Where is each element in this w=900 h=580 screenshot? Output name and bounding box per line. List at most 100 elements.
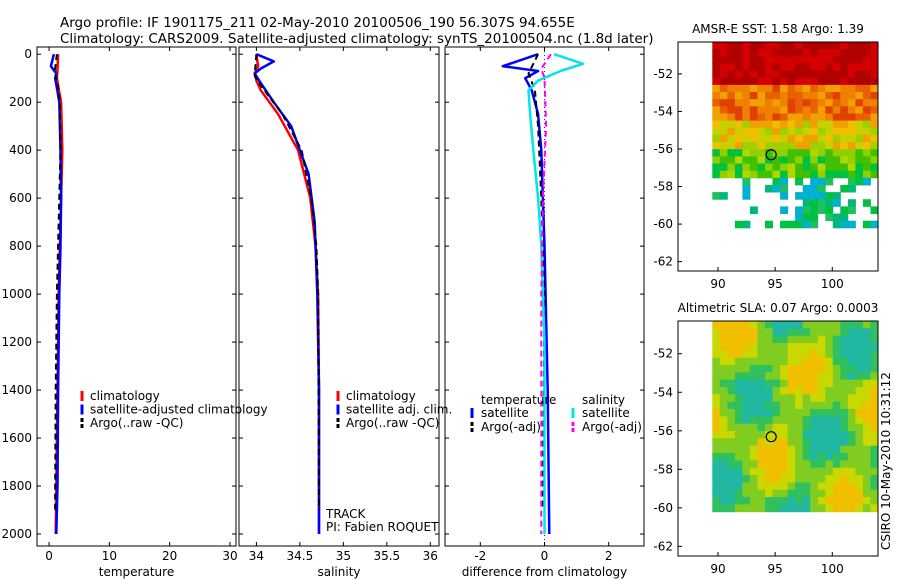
map-cell: [870, 70, 879, 79]
map-cell: [832, 156, 841, 164]
map-cell: [719, 489, 728, 498]
map-cell: [757, 56, 766, 64]
map-cell: [870, 416, 879, 425]
map-cell: [795, 84, 804, 93]
map-cell: [727, 372, 736, 381]
map-cell: [772, 127, 781, 136]
map-cell: [840, 321, 849, 329]
map-cell: [772, 328, 781, 337]
depth-ytick-label: 200: [9, 95, 32, 109]
map-cell: [847, 163, 856, 172]
map-cell: [780, 70, 789, 79]
map-cell: [862, 49, 871, 57]
map-cell: [832, 42, 841, 50]
map-cell: [719, 142, 728, 150]
map-cell: [734, 416, 743, 425]
map-cell: [795, 409, 804, 417]
map-cell: [742, 106, 751, 114]
map-cell: [749, 475, 758, 483]
map-cell: [742, 467, 751, 476]
map-cell: [749, 453, 758, 461]
map-cell: [772, 49, 781, 57]
map-cell: [870, 127, 879, 136]
map-cell: [870, 42, 879, 50]
map-cell: [795, 328, 804, 337]
salinity-xtick-label: 35: [336, 549, 351, 563]
map-cell: [862, 99, 871, 107]
sla_map-ytick-label: -56: [653, 424, 673, 438]
map-cell: [749, 357, 758, 366]
map-cell: [795, 127, 804, 136]
map-cell: [825, 63, 834, 71]
map-cell: [719, 497, 728, 505]
map-cell: [734, 482, 743, 491]
map-cell: [795, 350, 804, 359]
map-cell: [832, 149, 841, 157]
map-cell: [825, 206, 834, 214]
map-cell: [727, 56, 736, 64]
map-cell: [862, 106, 871, 114]
map-cell: [742, 409, 751, 417]
map-cell: [795, 49, 804, 57]
map-cell: [780, 49, 789, 57]
map-cell: [832, 56, 841, 64]
map-cell: [840, 63, 849, 71]
map-cell: [847, 387, 856, 395]
map-cell: [749, 63, 758, 71]
map-cell: [870, 56, 879, 64]
map-cell: [840, 156, 849, 164]
map-cell: [795, 156, 804, 164]
map-cell: [765, 497, 773, 505]
map-cell: [757, 84, 766, 93]
map-cell: [832, 321, 841, 329]
map-cell: [727, 328, 736, 337]
map-cell: [765, 453, 773, 461]
map-cell: [870, 482, 879, 491]
difference-xlabel: difference from climatology: [462, 565, 628, 579]
map-cell: [734, 357, 743, 366]
map-cell: [742, 163, 751, 172]
map-cell: [712, 77, 721, 86]
map-cell: [847, 113, 856, 122]
map-cell: [780, 401, 789, 410]
map-cell: [810, 184, 819, 193]
map-cell: [802, 438, 811, 447]
map-cell: [825, 460, 834, 469]
map-cell: [840, 438, 849, 447]
map-cell: [757, 92, 766, 100]
map-cell: [795, 192, 804, 200]
map-cell: [832, 482, 841, 491]
map-cell: [810, 192, 819, 200]
map-cell: [734, 328, 743, 337]
map-cell: [817, 431, 826, 439]
map-cell: [862, 63, 871, 71]
sst_map-xtick-label: 95: [768, 277, 783, 291]
map-cell: [855, 379, 864, 388]
map-cell: [749, 163, 758, 172]
map-cell: [734, 321, 743, 329]
map-cell: [749, 70, 758, 79]
map-cell: [825, 335, 834, 344]
depth-ytick-label: 2000: [1, 527, 32, 541]
map-cell: [817, 199, 826, 207]
map-cell: [749, 142, 758, 150]
map-cell: [780, 149, 789, 157]
map-cell: [870, 453, 879, 461]
map-cell: [802, 199, 811, 207]
map-cell: [749, 445, 758, 454]
map-cell: [757, 42, 766, 50]
map-cell: [772, 504, 781, 513]
map-cell: [817, 321, 826, 329]
map-cell: [742, 170, 751, 179]
map-cell: [757, 387, 766, 395]
map-cell: [742, 438, 751, 447]
map-cell: [832, 335, 841, 344]
map-cell: [734, 163, 743, 172]
map-cell: [780, 423, 789, 432]
map-cell: [870, 170, 879, 179]
map-cell: [862, 199, 871, 207]
map-cell: [765, 431, 773, 439]
map-cell: [832, 120, 841, 129]
map-cell: [832, 372, 841, 381]
map-cell: [780, 482, 789, 491]
